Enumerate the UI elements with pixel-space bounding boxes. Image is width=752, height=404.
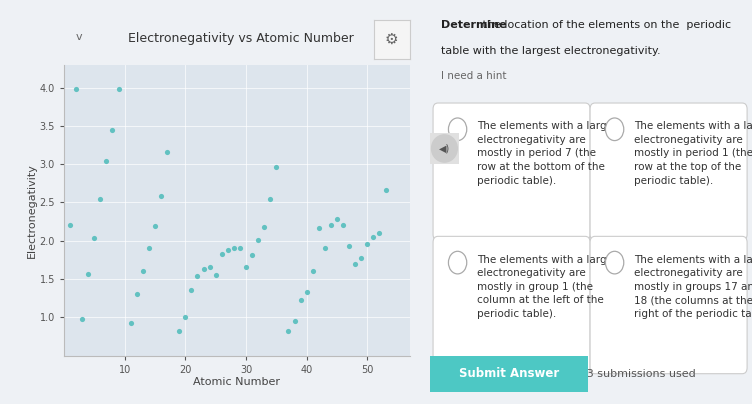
FancyBboxPatch shape	[433, 236, 590, 374]
Text: ◀): ◀)	[439, 143, 450, 154]
X-axis label: Atomic Number: Atomic Number	[193, 377, 280, 387]
Text: The elements with a large
electronegativity are
mostly in group 1 (the
column at: The elements with a large electronegativ…	[478, 255, 613, 319]
Circle shape	[605, 251, 623, 274]
Point	[380, 187, 392, 194]
Point	[264, 196, 276, 202]
Point	[355, 254, 367, 261]
Point	[240, 264, 252, 271]
Point	[161, 149, 173, 155]
Point	[131, 290, 143, 297]
Point	[216, 250, 228, 257]
Text: The elements with a large
electronegativity are
mostly in groups 17 and
18 (the : The elements with a large electronegativ…	[634, 255, 752, 319]
Circle shape	[448, 118, 467, 141]
Point	[179, 314, 191, 320]
FancyBboxPatch shape	[590, 236, 747, 374]
Point	[94, 196, 106, 202]
Point	[70, 86, 82, 93]
Circle shape	[432, 135, 457, 162]
Point	[125, 320, 137, 326]
Point	[88, 234, 100, 241]
Text: The elements with a large
electronegativity are
mostly in period 1 (the
row at t: The elements with a large electronegativ…	[634, 121, 752, 185]
Text: The elements with a large
electronegativity are
mostly in period 7 (the
row at t: The elements with a large electronegativ…	[478, 121, 613, 185]
Point	[64, 222, 76, 229]
Point	[113, 86, 125, 93]
Point	[301, 289, 313, 295]
Point	[137, 267, 149, 274]
Text: Electronegativity vs Atomic Number: Electronegativity vs Atomic Number	[128, 32, 353, 45]
Point	[289, 318, 301, 324]
Point	[362, 240, 374, 247]
Point	[198, 266, 210, 272]
Point	[76, 316, 88, 322]
Point	[246, 252, 258, 259]
Point	[270, 164, 282, 170]
Point	[228, 244, 240, 251]
Point	[368, 234, 380, 240]
Point	[107, 127, 119, 134]
Point	[100, 158, 112, 164]
Point	[343, 243, 355, 249]
Y-axis label: Electronegativity: Electronegativity	[26, 163, 37, 257]
FancyBboxPatch shape	[590, 103, 747, 240]
Text: v: v	[76, 32, 82, 42]
Point	[210, 272, 222, 278]
Point	[349, 261, 361, 268]
Point	[155, 193, 167, 200]
Point	[252, 237, 264, 243]
Point	[325, 222, 337, 229]
Text: Determine: Determine	[441, 20, 507, 30]
Point	[337, 222, 349, 229]
Text: 0 / 3 submissions used: 0 / 3 submissions used	[569, 369, 696, 379]
Point	[222, 247, 234, 253]
Point	[258, 224, 270, 230]
Point	[313, 225, 325, 231]
Point	[173, 328, 185, 334]
Point	[192, 273, 204, 279]
Point	[283, 328, 295, 334]
Point	[307, 268, 319, 275]
Point	[185, 286, 197, 293]
FancyBboxPatch shape	[433, 103, 590, 240]
Point	[149, 223, 161, 229]
Point	[374, 230, 386, 236]
Circle shape	[448, 251, 467, 274]
Point	[234, 245, 246, 252]
Text: Submit Answer: Submit Answer	[459, 367, 559, 380]
Text: the location of the elements on the  periodic: the location of the elements on the peri…	[479, 20, 731, 30]
Point	[204, 263, 216, 270]
Point	[143, 245, 155, 252]
Point	[295, 297, 307, 304]
Text: ⚙: ⚙	[385, 32, 399, 47]
Circle shape	[605, 118, 623, 141]
Point	[331, 216, 343, 223]
Point	[319, 245, 331, 252]
Text: I need a hint: I need a hint	[441, 71, 507, 81]
Text: table with the largest electronegativity.: table with the largest electronegativity…	[441, 46, 661, 57]
Point	[82, 270, 94, 277]
